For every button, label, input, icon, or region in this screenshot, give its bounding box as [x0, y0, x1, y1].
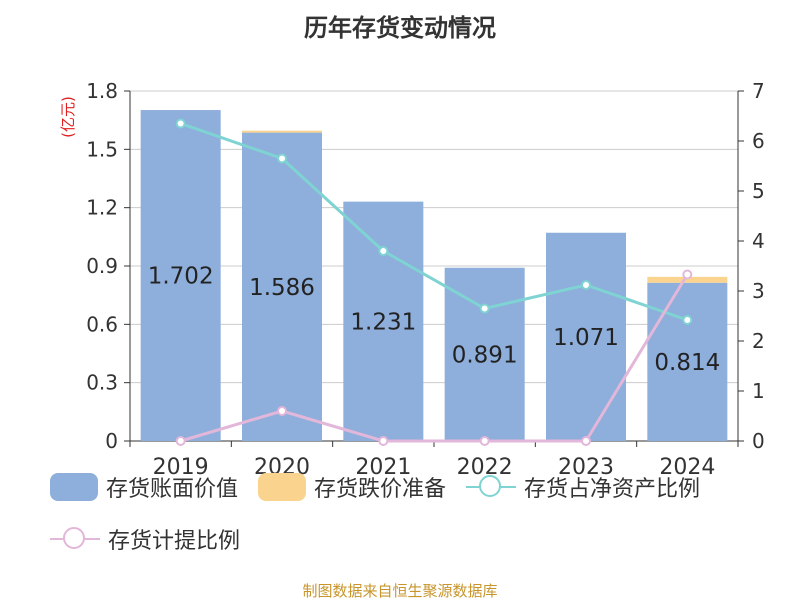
y-left-tick-label: 0: [105, 429, 118, 453]
bar-book-value: [444, 267, 525, 441]
bar-provision: [242, 130, 322, 133]
bar-data-label: 0.814: [654, 350, 720, 376]
line-provision-ratio: [180, 273, 689, 443]
legend-item-book-value[interactable]: 存货账面价值: [50, 470, 238, 504]
point-net-assets-ratio: [581, 280, 591, 290]
bar-data-label: 1.586: [249, 275, 315, 301]
x-tick-label: 2023: [558, 455, 614, 480]
legend-item-provision[interactable]: 存货跌价准备: [258, 470, 446, 504]
bar-book-value: [343, 201, 424, 441]
y-left-tick-label: 0.9: [86, 254, 118, 278]
y-right-tick-label: 2: [752, 329, 765, 353]
bar-provision: [647, 276, 728, 283]
legend-swatch-book-value: [50, 473, 98, 501]
point-net-assets-ratio: [682, 315, 693, 325]
bar-data-label: 1.231: [350, 309, 416, 335]
legend-label-provision: 存货跌价准备: [314, 477, 447, 502]
point-provision-ratio: [175, 436, 186, 446]
legend-label-book-value: 存货账面价值: [106, 477, 239, 502]
y-left-tick-label: 0.3: [86, 371, 118, 395]
y-right-tick-label: 6: [752, 129, 765, 153]
bar-data-label: 1.702: [148, 264, 214, 290]
bar-data-label: 0.891: [452, 342, 518, 368]
legend-label-net-assets-ratio: 存货占净资产比例: [524, 477, 701, 502]
y-right-tick-label: 4: [752, 229, 765, 253]
line-net-assets-ratio: [180, 122, 688, 322]
legend-item-provision-ratio[interactable]: 存货计提比例: [50, 522, 240, 556]
y-left-tick-label: 1.5: [86, 137, 118, 161]
y-right-tick-label: 1: [752, 379, 765, 403]
bar-book-value: [546, 232, 626, 441]
y-right-tick-label: 5: [752, 179, 765, 203]
bar-data-label: 1.071: [553, 325, 619, 351]
y-left-tick-label: 1.8: [86, 79, 118, 103]
point-provision-ratio: [581, 436, 591, 446]
bar-book-value: [140, 110, 221, 442]
point-net-assets-ratio: [479, 303, 490, 314]
legend-label-provision-ratio: 存货计提比例: [108, 529, 241, 554]
y-right-tick-label: 7: [752, 79, 765, 103]
legend-swatch-net-assets-ratio: [466, 473, 517, 501]
x-tick-label: 2021: [355, 455, 411, 480]
point-provision-ratio: [277, 406, 287, 416]
y-right-tick-label: 3: [752, 279, 765, 303]
point-net-assets-ratio: [175, 118, 186, 129]
point-provision-ratio: [682, 269, 693, 280]
point-provision-ratio: [479, 436, 490, 446]
point-net-assets-ratio: [277, 153, 287, 164]
x-tick-label: 2019: [153, 455, 209, 480]
y-left-tick-label: 1.2: [86, 196, 118, 220]
legend-item-net-assets-ratio[interactable]: 存货占净资产比例: [466, 470, 700, 504]
y-left-tick-label: 0.6: [86, 312, 118, 336]
y-left-unit-label: (亿元): [59, 96, 77, 138]
legend-swatch-provision-ratio: [50, 525, 100, 553]
bar-book-value: [647, 282, 728, 441]
source-note: 制图数据来自恒生聚源数据库: [302, 582, 498, 600]
x-tick-label: 2024: [659, 455, 715, 480]
chart-title: 历年存货变动情况: [304, 14, 496, 42]
y-right-tick-label: 0: [752, 429, 765, 453]
legend: 存货账面价值 存货跌价准备 存货占净资产比例 存货计提比例: [50, 470, 770, 556]
legend-swatch-provision: [258, 473, 307, 501]
point-net-assets-ratio: [378, 246, 389, 256]
point-provision-ratio: [378, 436, 389, 446]
